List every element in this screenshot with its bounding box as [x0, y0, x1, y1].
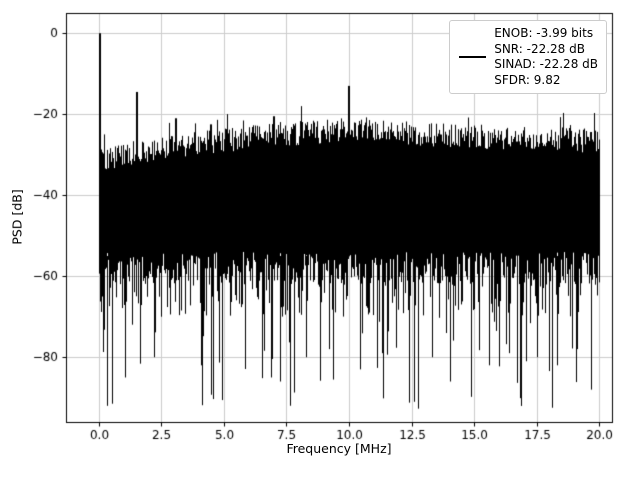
legend: ENOB: -3.99 bits SNR: -22.28 dB SINAD: -…: [449, 20, 607, 94]
legend-entry-sfdr: SFDR: 9.82: [494, 72, 561, 87]
legend-entry-enob: ENOB: -3.99 bits: [494, 26, 594, 40]
legend-line-sample-icon: [459, 56, 487, 58]
legend-text-block: ENOB: -3.99 bits SNR: -22.28 dB SINAD: -…: [494, 26, 598, 88]
y-axis-label: PSD [dB]: [9, 189, 25, 245]
legend-entry-sinad: SINAD: -22.28 dB: [494, 57, 598, 71]
legend-entry-snr: SNR: -22.28 dB: [494, 41, 585, 56]
x-axis-label: Frequency [MHz]: [286, 441, 392, 456]
